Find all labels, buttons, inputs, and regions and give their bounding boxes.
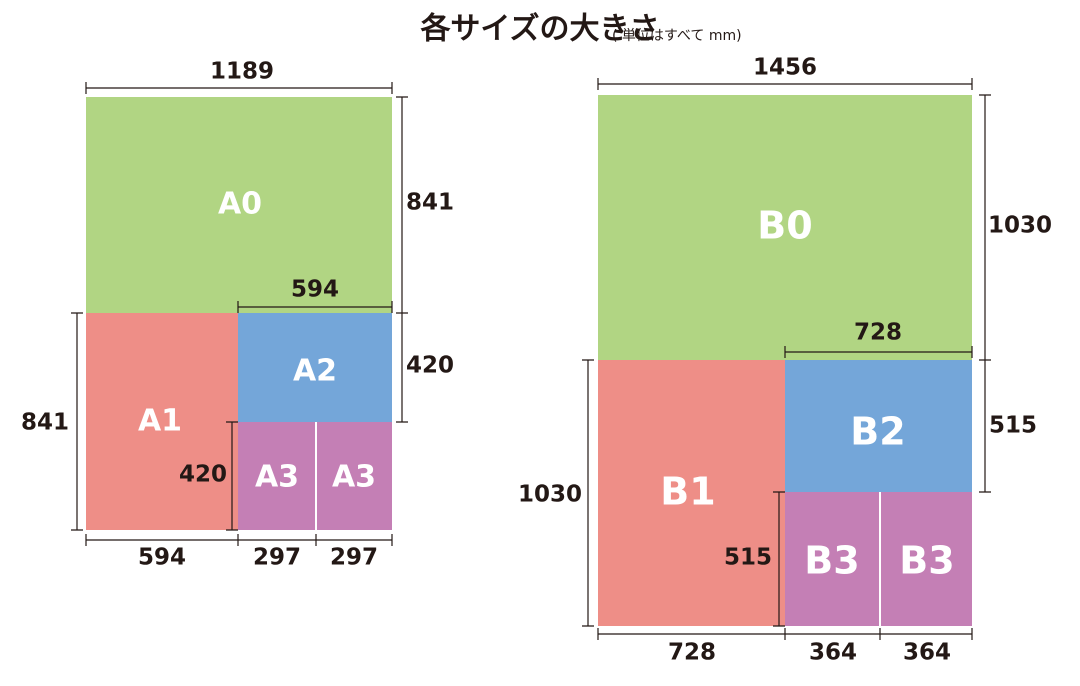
sheet-label: B2 (850, 410, 905, 454)
dimension: 297 (330, 545, 378, 571)
sheet (86, 97, 392, 313)
dimension: 841 (21, 410, 69, 436)
unit-note: ( 単位はすべて mm) (612, 28, 742, 44)
sheet-label: B1 (660, 470, 715, 514)
a-series: A0 A1 A2 A3 A3 1189 841 594 420 841 420 … (21, 59, 454, 571)
sheet-label: A3 (332, 460, 376, 495)
dimension: 1030 (988, 213, 1052, 239)
dimension: 728 (668, 640, 716, 666)
sheet-label: A2 (293, 354, 337, 389)
sheet-label: A0 (218, 187, 262, 222)
sheet-label: B3 (804, 539, 859, 583)
dimension: 364 (809, 640, 857, 666)
sheet-label: B0 (757, 204, 812, 248)
sheet (881, 492, 972, 626)
dimension: 420 (179, 462, 227, 488)
dimension: 1030 (518, 482, 582, 508)
dimension: 364 (903, 640, 951, 666)
sheet-label: A3 (255, 460, 299, 495)
sheet (785, 492, 879, 626)
dimension: 515 (989, 413, 1037, 439)
sheet (86, 313, 238, 530)
sheet-label: B3 (899, 539, 954, 583)
dimension: 1189 (210, 59, 274, 85)
dimension: 297 (253, 545, 301, 571)
dimension: 594 (291, 277, 339, 303)
b-series: B0 B1 B2 B3 B3 1456 1030 728 515 1030 51… (518, 55, 1052, 666)
sheet (785, 360, 972, 492)
sheet (238, 422, 315, 530)
dimension: 841 (406, 190, 454, 216)
sheet-label: A1 (138, 404, 182, 439)
dimension: 420 (406, 353, 454, 379)
dimension-lines (71, 82, 408, 546)
dimension: 1456 (753, 55, 817, 81)
dimension-lines (582, 78, 991, 640)
sheet (317, 422, 392, 530)
sheet (598, 360, 785, 626)
title: 各サイズの大きさ (419, 12, 659, 47)
dimension: 728 (854, 320, 902, 346)
sheet (598, 95, 972, 360)
dimension: 515 (724, 545, 772, 571)
dimension: 594 (138, 545, 186, 571)
sheet (238, 313, 392, 422)
